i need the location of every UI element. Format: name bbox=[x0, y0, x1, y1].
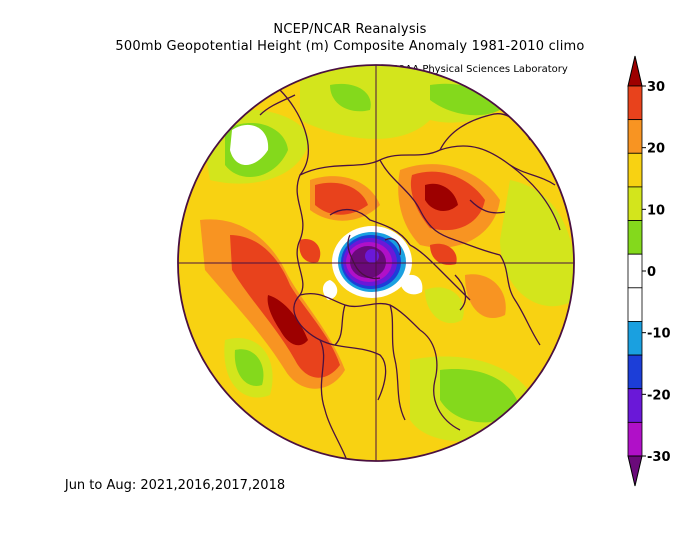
graticule bbox=[178, 65, 574, 461]
colorbar-tick-label: 10 bbox=[647, 203, 665, 218]
colorbar-segment bbox=[627, 220, 643, 255]
colorbar-segment bbox=[627, 186, 643, 221]
title-line-2: 500mb Geopotential Height (m) Composite … bbox=[115, 39, 585, 54]
colorbar-segment bbox=[627, 421, 643, 457]
title-line-1: NCEP/NCAR Reanalysis bbox=[273, 22, 427, 37]
coastlines bbox=[259, 89, 561, 461]
colorbar-tick-label: -10 bbox=[647, 327, 671, 342]
credit-label: NOAA Physical Sciences Laboratory bbox=[390, 64, 568, 75]
colorbar-arrow-bottom bbox=[627, 455, 643, 487]
map-boundary bbox=[177, 64, 575, 462]
colorbar: 30 20 10 0 -10 -20 -30 bbox=[627, 55, 671, 487]
colorbar-segment bbox=[627, 321, 643, 356]
colorbar-tick-label: -30 bbox=[647, 450, 671, 465]
colorbar-tick-label: 0 bbox=[647, 265, 656, 280]
colorbar-segment bbox=[627, 85, 643, 121]
colorbar-arrow-top bbox=[627, 55, 643, 87]
colorbar-tick-label: -20 bbox=[647, 388, 671, 403]
footer-text: Jun to Aug: 2021,2016,2017,2018 bbox=[64, 478, 286, 493]
colorbar-segment bbox=[627, 253, 643, 289]
colorbar-segment bbox=[627, 152, 643, 188]
anomaly-field bbox=[178, 65, 574, 461]
footer-caption: Jun to Aug: 2021,2016,2017,2018 bbox=[0, 478, 700, 493]
colorbar-segment bbox=[627, 119, 643, 154]
colorbar-segment bbox=[627, 388, 643, 423]
colorbar-segment bbox=[627, 354, 643, 390]
colorbar-segment bbox=[627, 287, 643, 322]
colorbar-tick-label: 30 bbox=[647, 80, 665, 95]
colorbar-tick-label: 20 bbox=[647, 142, 665, 157]
